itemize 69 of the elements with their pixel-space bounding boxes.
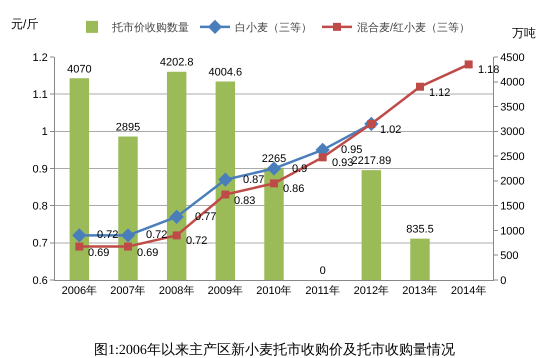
bar — [166, 72, 186, 280]
data-label: 0.95 — [341, 144, 362, 156]
legend-label: 托市价收购数量 — [111, 21, 189, 34]
x-tick-label: 2009年 — [208, 285, 244, 298]
data-label: 0.72 — [186, 235, 208, 247]
point — [72, 228, 86, 243]
x-tick-label: 2008年 — [158, 285, 194, 298]
data-label: 0.72 — [146, 229, 168, 241]
point — [120, 228, 136, 243]
point — [124, 242, 132, 251]
x-tick-label: 2013年 — [402, 285, 438, 298]
data-label: 1.18 — [478, 64, 500, 76]
text: 图1:2006年以来主产区新小麦托市收购价及托市收购量情况 — [94, 342, 455, 358]
data-label: 0.87 — [243, 174, 264, 186]
y-axis-title: 元/斤 — [11, 17, 38, 31]
point — [218, 172, 232, 187]
y2-tick-label: 1500 — [500, 200, 525, 213]
data-label: 0.93 — [332, 157, 354, 169]
point — [416, 82, 424, 91]
x-tick-label: 2006年 — [62, 285, 98, 298]
bar — [118, 136, 138, 280]
legend-label: 混合麦/红小麦（三等） — [357, 21, 470, 34]
y2-tick-label: 0 — [500, 274, 506, 287]
data-label: 1.12 — [429, 87, 450, 99]
point — [172, 231, 181, 240]
y-tick-label: 0.8 — [32, 200, 48, 213]
bar — [264, 168, 284, 280]
x-tick-label: 2007年 — [110, 285, 146, 298]
y2-tick-label: 3000 — [500, 126, 525, 138]
data-label: 835.5 — [406, 224, 434, 236]
point — [270, 179, 278, 188]
y2-tick-label: 3500 — [500, 101, 525, 114]
y-tick-label: 0.6 — [32, 274, 48, 287]
point — [170, 210, 184, 224]
point — [266, 161, 282, 176]
x-tick-label: 2014年 — [450, 285, 486, 298]
x-tick-label: 2011年 — [305, 285, 340, 298]
y2-axis-title: 万吨 — [512, 26, 536, 40]
data-label: 0 — [320, 265, 326, 277]
bar — [362, 170, 382, 280]
data-label: 2895 — [116, 122, 140, 134]
y-tick-label: 1 — [42, 126, 48, 138]
y-tick-label: 1.2 — [32, 52, 48, 64]
bar — [410, 238, 430, 280]
y2-tick-label: 2500 — [500, 150, 525, 163]
y2-tick-label: 1000 — [500, 225, 525, 238]
data-label: 2265 — [262, 152, 286, 165]
data-label: 4070 — [67, 63, 92, 76]
data-label: 1.02 — [380, 124, 402, 136]
data-label: 0.86 — [283, 183, 304, 195]
legend-label: 白小麦（三等） — [235, 21, 312, 34]
bar — [216, 82, 236, 280]
y2-tick-label: 2000 — [500, 176, 525, 188]
data-label: 0.69 — [137, 247, 158, 259]
data-label: 4004.6 — [208, 66, 242, 79]
bar — [70, 78, 90, 280]
y-tick-label: 0.9 — [32, 163, 48, 176]
point — [464, 60, 473, 68]
y2-tick-label: 500 — [500, 250, 519, 262]
point — [221, 190, 230, 199]
y-tick-label: 1.1 — [32, 89, 48, 102]
point — [75, 242, 84, 251]
point — [318, 153, 327, 162]
y2-tick-label: 4500 — [500, 52, 525, 64]
y2-tick-label: 4000 — [500, 76, 525, 89]
x-tick-label: 2010年 — [256, 285, 292, 298]
x-tick-label: 2012年 — [354, 285, 390, 298]
y-tick-label: 0.7 — [32, 238, 48, 250]
data-label: 4202.8 — [160, 56, 194, 69]
